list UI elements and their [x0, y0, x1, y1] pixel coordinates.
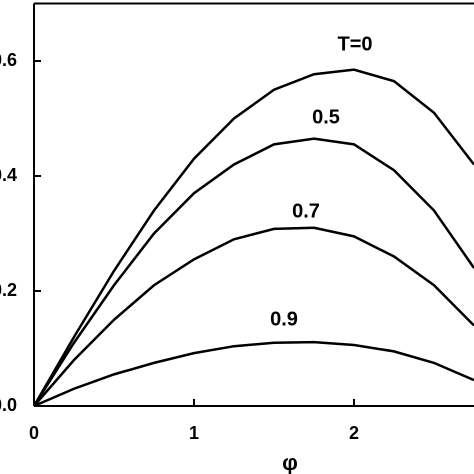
x-tick-label: 2: [349, 423, 359, 443]
y-tick-label: 0.0: [0, 395, 17, 415]
x-axis-label: φ: [282, 450, 298, 474]
curve: [32, 137, 474, 407]
y-tick-label: 0.6: [0, 50, 17, 70]
x-tick-label: 0: [29, 423, 39, 443]
series-label: 0.5: [312, 106, 340, 128]
curve: [33, 340, 474, 408]
series-label: 0.9: [270, 308, 298, 330]
y-tick-label: 0.2: [0, 280, 17, 300]
series-label: 0.7: [292, 200, 320, 222]
series-label: T=0: [337, 33, 372, 55]
x-tick-label: 1: [189, 423, 199, 443]
curve: [33, 226, 474, 407]
y-tick-label: 0.4: [0, 165, 17, 185]
curve: [32, 68, 474, 407]
